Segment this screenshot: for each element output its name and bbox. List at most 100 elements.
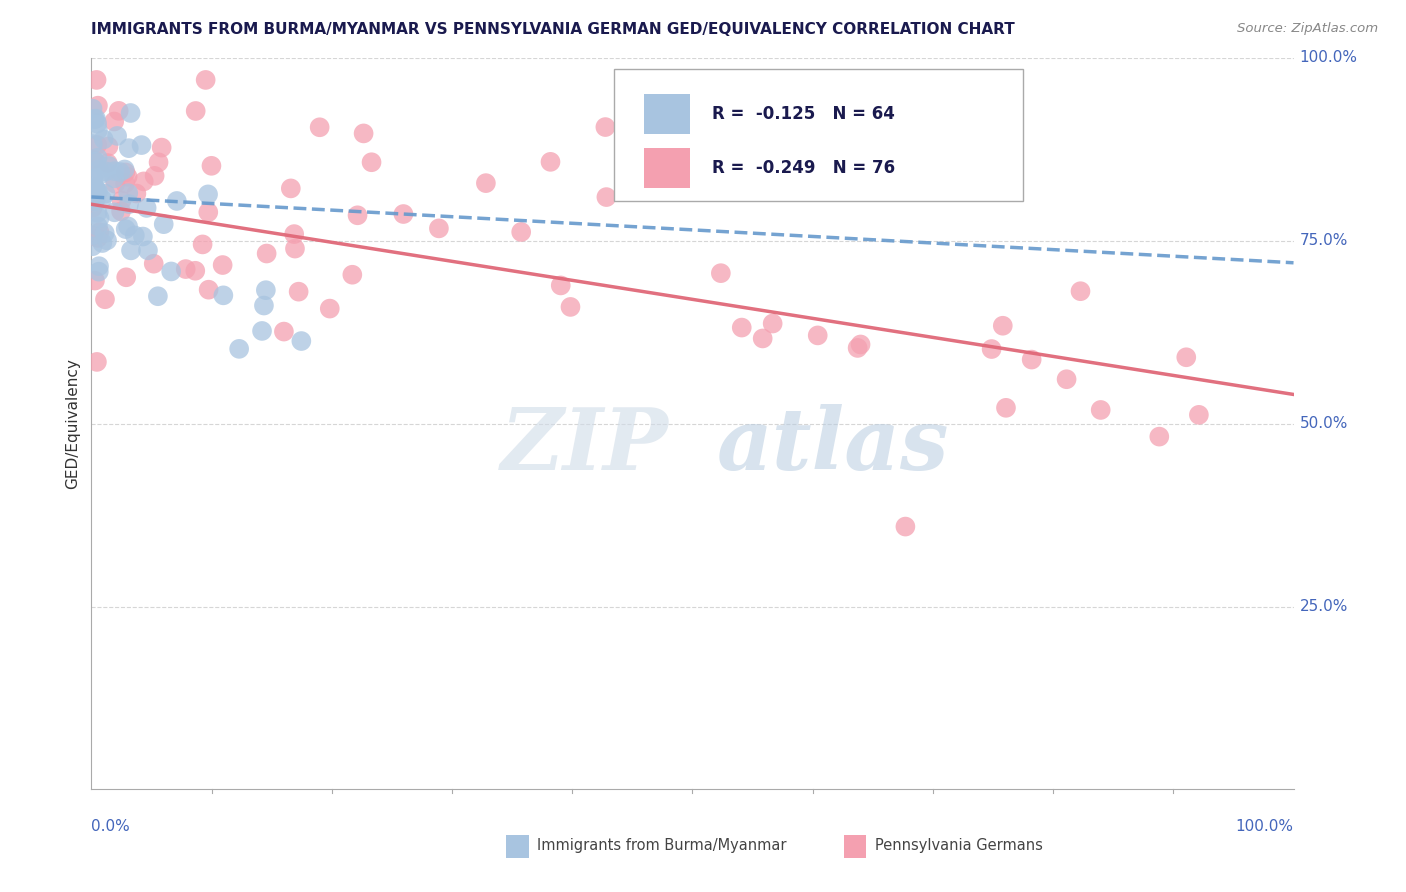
Point xyxy=(595,120,617,134)
Point xyxy=(89,225,111,239)
Point xyxy=(595,190,617,204)
Point xyxy=(103,171,125,186)
Point xyxy=(117,169,139,184)
Point xyxy=(152,217,174,231)
Point xyxy=(97,139,120,153)
Point xyxy=(87,162,110,177)
Point xyxy=(117,186,139,201)
Point xyxy=(87,185,110,199)
Point xyxy=(83,153,105,167)
Point xyxy=(87,265,110,279)
Point xyxy=(197,205,219,219)
Point xyxy=(994,401,1017,415)
Point xyxy=(83,190,105,204)
Point xyxy=(110,204,132,219)
Point xyxy=(94,186,117,201)
Point xyxy=(91,192,114,206)
Point xyxy=(308,120,330,135)
Point xyxy=(110,194,132,208)
Point xyxy=(211,258,233,272)
Point xyxy=(184,103,207,118)
Point xyxy=(82,227,104,242)
Point xyxy=(560,300,582,314)
Point xyxy=(132,229,155,244)
Point xyxy=(103,164,125,178)
Point xyxy=(124,228,146,243)
Point xyxy=(150,140,173,154)
Point xyxy=(550,278,572,293)
Point xyxy=(84,274,107,288)
Text: ZIP: ZIP xyxy=(501,404,668,487)
Point xyxy=(688,151,710,165)
Point xyxy=(114,222,136,236)
Point xyxy=(135,201,157,215)
Bar xyxy=(644,147,690,188)
Point xyxy=(91,235,114,250)
Point xyxy=(191,237,214,252)
Text: 100.0%: 100.0% xyxy=(1299,51,1358,65)
Point xyxy=(83,112,105,127)
Point xyxy=(142,257,165,271)
Point xyxy=(991,318,1014,333)
Point xyxy=(105,128,128,143)
Point xyxy=(114,162,136,177)
Y-axis label: GED/Equivalency: GED/Equivalency xyxy=(65,359,80,489)
Point xyxy=(83,180,105,194)
Bar xyxy=(644,95,690,135)
Point xyxy=(1021,352,1043,367)
Point xyxy=(136,244,159,258)
Text: R =  -0.249   N = 76: R = -0.249 N = 76 xyxy=(711,159,894,177)
Point xyxy=(82,239,104,253)
Text: atlas: atlas xyxy=(717,404,949,487)
Point xyxy=(197,283,219,297)
Point xyxy=(93,226,115,240)
Point xyxy=(86,117,108,131)
Point xyxy=(82,102,104,116)
Point xyxy=(273,325,295,339)
Point xyxy=(392,207,415,221)
Text: Source: ZipAtlas.com: Source: ZipAtlas.com xyxy=(1237,22,1378,36)
Point xyxy=(1056,372,1078,386)
Point xyxy=(253,299,276,313)
Point xyxy=(86,151,108,165)
Point xyxy=(83,172,105,186)
Point xyxy=(751,331,773,345)
Point xyxy=(84,181,107,195)
Point xyxy=(200,159,222,173)
Point xyxy=(319,301,342,316)
Point xyxy=(980,342,1002,356)
Point xyxy=(125,186,148,201)
Point xyxy=(250,324,273,338)
Point xyxy=(710,266,733,280)
Point xyxy=(131,138,153,153)
Point xyxy=(82,137,104,152)
Point xyxy=(94,292,117,306)
Point xyxy=(174,262,197,277)
Point xyxy=(96,233,118,247)
Point xyxy=(475,176,498,190)
Point xyxy=(342,268,364,282)
Point xyxy=(360,155,382,169)
Point xyxy=(256,246,278,260)
Point xyxy=(93,132,115,146)
Point xyxy=(284,242,307,256)
Text: Immigrants from Burma/Myanmar: Immigrants from Burma/Myanmar xyxy=(537,838,786,853)
Point xyxy=(118,197,141,211)
Point xyxy=(103,114,125,128)
Text: 50.0%: 50.0% xyxy=(1299,417,1348,431)
Point xyxy=(212,288,235,302)
Point xyxy=(86,206,108,220)
Point xyxy=(1149,429,1171,443)
Point xyxy=(1175,351,1198,365)
Point xyxy=(194,73,217,87)
Point xyxy=(353,127,375,141)
Point xyxy=(160,264,183,278)
Point xyxy=(97,159,120,173)
Point xyxy=(118,141,141,155)
Text: 100.0%: 100.0% xyxy=(1236,819,1294,834)
Point xyxy=(540,154,562,169)
Text: Pennsylvania Germans: Pennsylvania Germans xyxy=(875,838,1042,853)
Point xyxy=(290,334,312,348)
Point xyxy=(807,328,830,343)
Point xyxy=(166,194,188,208)
